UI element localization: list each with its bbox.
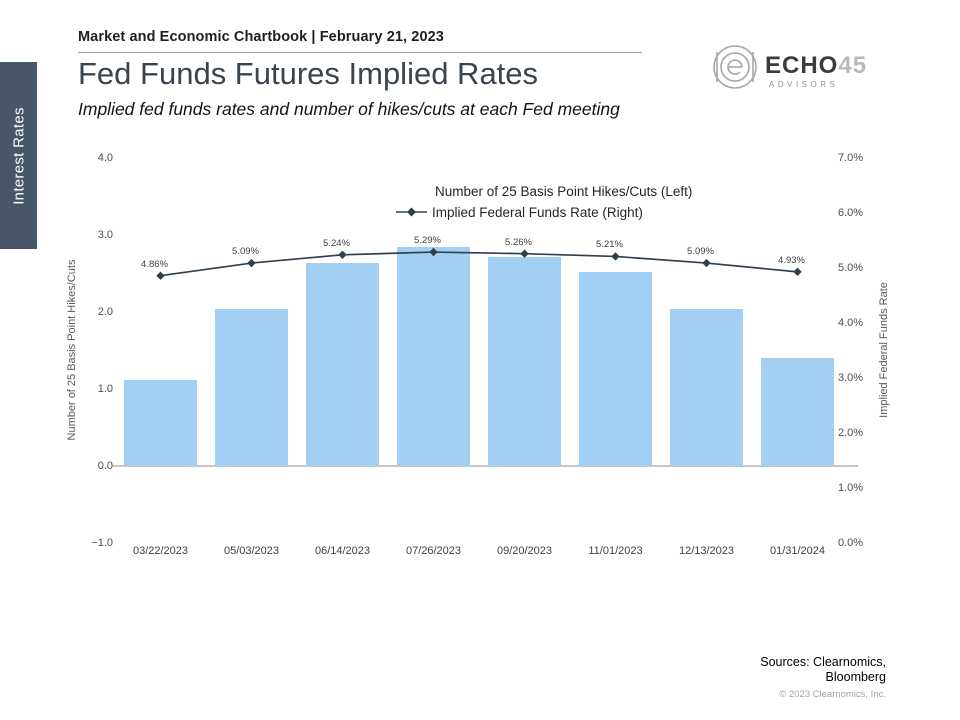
logo-tagline: ADVISORS	[769, 80, 839, 89]
legend-line-swatch-icon	[396, 207, 427, 217]
point-label-11/01/2023: 5.21%	[596, 239, 623, 251]
line-marker-01/31/2024	[793, 267, 802, 277]
legend-item-bars: Number of 25 Basis Point Hikes/Cuts (Lef…	[396, 182, 692, 200]
right-tick-7.0%: 7.0%	[838, 151, 864, 164]
point-label-09/20/2023: 5.26%	[505, 236, 532, 248]
right-tick-0.0%: 0.0%	[838, 536, 864, 549]
line-marker-03/22/2023	[156, 271, 165, 280]
x-label-06/14/2023: 06/14/2023	[314, 545, 371, 557]
echo45-logo-icon	[713, 45, 757, 89]
right-tick-2.0%: 2.0%	[838, 426, 864, 439]
point-label-05/03/2023: 5.09%	[232, 246, 259, 258]
left-tick-−1.0: −1.0	[91, 536, 113, 549]
bar-07/26/2023	[397, 247, 470, 466]
page-title: Fed Funds Futures Implied Rates	[78, 56, 539, 91]
line-marker-11/01/2023	[611, 252, 620, 261]
bar-11/01/2023	[579, 271, 652, 466]
bar-03/22/2023	[124, 379, 197, 466]
footer: Sources: Clearnomics, Bloomberg © 2023 C…	[760, 655, 886, 700]
left-axis-title: Number of 25 Basis Point Hikes/Cuts	[66, 259, 78, 441]
left-tick-3.0: 3.0	[97, 228, 113, 241]
x-label-03/22/2023: 03/22/2023	[132, 545, 189, 557]
x-label-07/26/2023: 07/26/2023	[405, 545, 462, 557]
point-label-12/13/2023: 5.09%	[687, 246, 714, 258]
header-divider	[78, 52, 642, 53]
line-marker-06/14/2023	[338, 250, 347, 259]
x-axis-baseline	[113, 465, 858, 467]
left-tick-0.0: 0.0	[97, 459, 113, 472]
right-tick-1.0%: 1.0%	[838, 481, 864, 494]
echo45-logo-wordmark: ECHO45	[765, 52, 867, 80]
left-tick-2.0: 2.0	[97, 305, 113, 318]
x-label-01/31/2024: 01/31/2024	[769, 545, 826, 557]
page-header: Market and Economic Chartbook | February…	[78, 29, 444, 45]
point-label-03/22/2023: 4.86%	[141, 258, 168, 270]
line-marker-05/03/2023	[247, 258, 256, 268]
x-label-11/01/2023: 11/01/2023	[588, 545, 643, 557]
right-tick-3.0%: 3.0%	[838, 371, 864, 384]
bar-06/14/2023	[306, 262, 379, 466]
copyright: © 2023 Clearnomics, Inc.	[779, 689, 886, 700]
point-label-01/31/2024: 4.93%	[778, 254, 805, 266]
point-label-07/26/2023: 5.29%	[414, 235, 441, 247]
bar-05/03/2023	[215, 308, 288, 466]
right-tick-5.0%: 5.0%	[838, 261, 864, 274]
right-tick-4.0%: 4.0%	[838, 316, 864, 329]
bar-09/20/2023	[488, 256, 561, 466]
sources-line-2: Bloomberg	[825, 670, 886, 684]
bar-12/13/2023	[670, 308, 743, 466]
point-label-06/14/2023: 5.24%	[323, 237, 350, 249]
legend-line-label: Implied Federal Funds Rate (Right)	[432, 204, 643, 220]
sidebar-tab-label: Interest Rates	[10, 106, 27, 205]
legend-bars-label: Number of 25 Basis Point Hikes/Cuts (Lef…	[435, 183, 693, 199]
sidebar-tab-interest-rates: Interest Rates	[0, 62, 37, 249]
legend-bar-swatch-icon	[417, 187, 426, 196]
left-tick-1.0: 1.0	[97, 382, 113, 395]
right-axis-title: Implied Federal Funds Rate	[878, 282, 890, 418]
sources-line-1: Sources: Clearnomics,	[760, 655, 886, 669]
x-label-09/20/2023: 09/20/2023	[496, 545, 553, 557]
x-label-05/03/2023: 05/03/2023	[223, 545, 280, 557]
right-tick-6.0%: 6.0%	[838, 206, 864, 219]
logo-word-secondary: 45	[838, 52, 868, 79]
line-marker-12/13/2023	[702, 258, 711, 268]
legend-item-line: Implied Federal Funds Rate (Right)	[396, 203, 692, 221]
chart-legend: Number of 25 Basis Point Hikes/Cuts (Lef…	[396, 182, 692, 221]
bar-01/31/2024	[761, 358, 834, 466]
logo-word-primary: ECHO	[765, 52, 839, 79]
page-subtitle: Implied fed funds rates and number of hi…	[78, 99, 620, 119]
left-tick-4.0: 4.0	[97, 151, 113, 164]
x-label-12/13/2023: 12/13/2023	[678, 545, 735, 557]
